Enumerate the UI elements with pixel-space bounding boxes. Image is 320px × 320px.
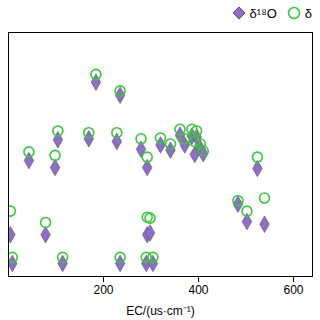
svg-text:600: 600: [283, 283, 303, 297]
svg-text:EC/(us·cm⁻¹): EC/(us·cm⁻¹): [126, 304, 195, 318]
svg-text:200: 200: [93, 283, 113, 297]
html-text:δ: δ: [304, 5, 312, 21]
svg-text:400: 400: [188, 283, 208, 297]
html-text:δ¹⁸O: δ¹⁸O: [249, 5, 277, 21]
